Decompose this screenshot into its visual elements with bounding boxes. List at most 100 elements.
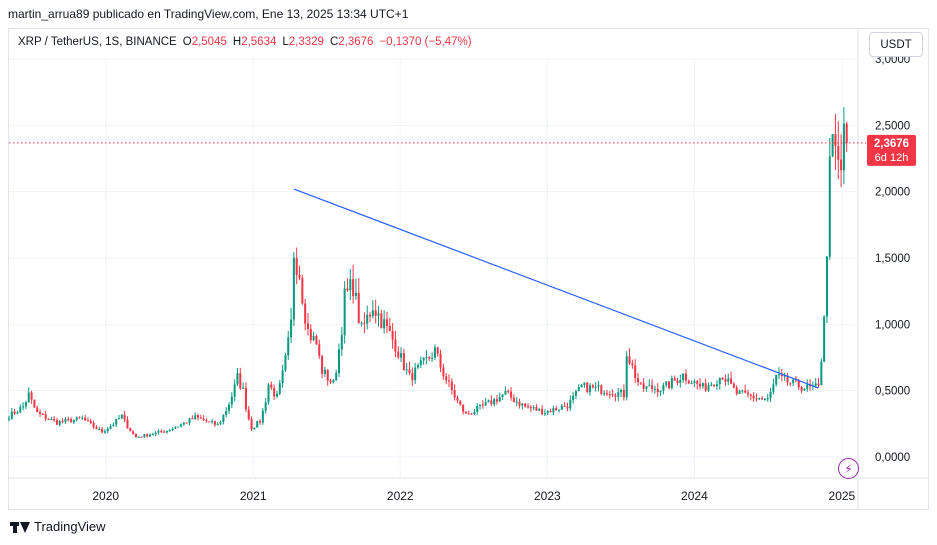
candle-body xyxy=(41,413,44,415)
candle-body xyxy=(278,383,281,394)
candle-body xyxy=(326,369,329,381)
candle-body xyxy=(70,419,73,423)
candle-body xyxy=(704,383,707,391)
candle-body xyxy=(676,380,679,383)
candle-body xyxy=(673,378,676,381)
candle-body xyxy=(648,385,651,387)
y-tick-label: 1,5000 xyxy=(875,253,910,265)
candle-body xyxy=(411,373,414,381)
candle-body xyxy=(823,316,826,362)
candle-body xyxy=(800,387,803,391)
candle-body xyxy=(352,279,355,297)
candle-body xyxy=(721,377,724,380)
candle-body xyxy=(137,436,140,438)
candle-body xyxy=(194,415,197,420)
candle-body xyxy=(769,391,772,399)
candle-body xyxy=(732,383,735,388)
candle-body xyxy=(377,313,380,316)
candle-body xyxy=(366,314,369,324)
candle-body xyxy=(447,380,451,382)
candle-body xyxy=(112,424,115,427)
candle-body xyxy=(199,417,202,419)
candle-body xyxy=(470,413,473,415)
candle-body xyxy=(250,419,253,430)
candle-body xyxy=(651,385,654,390)
candle-body xyxy=(216,424,219,426)
candle-body xyxy=(19,407,22,413)
candle-body xyxy=(515,401,518,403)
candle-body xyxy=(408,369,411,374)
candle-body xyxy=(611,394,614,396)
candle-body xyxy=(129,428,132,432)
candle-body xyxy=(290,319,293,338)
x-tick-label: 2020 xyxy=(92,489,119,503)
candle-body xyxy=(682,373,685,381)
footer-brand[interactable]: TradingView xyxy=(10,519,106,534)
candle-body xyxy=(549,410,552,413)
lightning-icon[interactable]: ⚡︎ xyxy=(838,458,859,479)
candle-body xyxy=(563,405,566,407)
candle-body xyxy=(820,361,823,386)
candle-body xyxy=(529,406,532,409)
trendline[interactable] xyxy=(293,188,819,389)
candle-body xyxy=(363,322,366,324)
candle-body xyxy=(143,434,146,437)
candle-body xyxy=(642,383,645,389)
candle-body xyxy=(39,412,42,414)
countdown-label: 6d 12h xyxy=(875,152,909,164)
last-price-marker: 2,3676 6d 12h xyxy=(9,134,916,166)
candle-body xyxy=(572,395,575,400)
candle-body xyxy=(259,421,262,423)
candle-body xyxy=(402,353,405,371)
candle-body xyxy=(574,391,577,396)
candle-body xyxy=(30,392,33,400)
candle-body xyxy=(287,337,290,356)
candle-body xyxy=(400,353,403,358)
candle-body xyxy=(631,363,634,366)
candle-body xyxy=(309,328,312,341)
low-label: L xyxy=(282,36,289,48)
currency-button[interactable]: USDT xyxy=(869,32,923,57)
candle-body xyxy=(772,384,775,392)
candle-body xyxy=(625,356,628,398)
candle-body xyxy=(109,426,112,429)
candle-body xyxy=(560,405,563,410)
candle-body xyxy=(391,331,394,340)
candle-body xyxy=(684,373,687,381)
candle-body xyxy=(371,310,374,317)
symbol-title: XRP / TetherUS, 1S, BINANCE xyxy=(18,36,177,48)
candle-body xyxy=(24,402,27,407)
candle-body xyxy=(797,380,800,388)
candle-body xyxy=(755,398,758,400)
candle-body xyxy=(233,384,236,397)
candle-body xyxy=(95,427,98,430)
candle-body xyxy=(16,412,19,414)
candle-body xyxy=(589,385,592,393)
x-tick-label: 2022 xyxy=(387,489,414,503)
drawings[interactable] xyxy=(293,188,819,389)
symbol-legend: XRP / TetherUS, 1S, BINANCE O 2,5045 H 2,5… xyxy=(18,36,472,48)
candle-body xyxy=(476,406,479,412)
candle-body xyxy=(580,384,583,388)
y-tick-label: 2,0000 xyxy=(875,187,910,199)
candle-body xyxy=(157,431,160,433)
candle-body xyxy=(600,385,603,394)
low-value: 2,3329 xyxy=(288,36,324,48)
candle-body xyxy=(433,347,436,358)
candle-body xyxy=(120,414,123,419)
candle-body xyxy=(679,380,682,383)
candle-body xyxy=(783,375,786,377)
y-tick-label: 2,5000 xyxy=(875,120,910,132)
candle-body xyxy=(636,377,640,383)
candle-body xyxy=(318,344,321,356)
candle-body xyxy=(306,323,309,329)
candle-body xyxy=(208,421,211,423)
candle-body xyxy=(213,421,216,425)
candle-body xyxy=(541,408,544,415)
candle-body xyxy=(693,381,696,384)
candle-body xyxy=(281,370,284,384)
candle-body xyxy=(191,418,194,420)
candle-body xyxy=(746,392,750,395)
candle-body xyxy=(236,373,239,385)
